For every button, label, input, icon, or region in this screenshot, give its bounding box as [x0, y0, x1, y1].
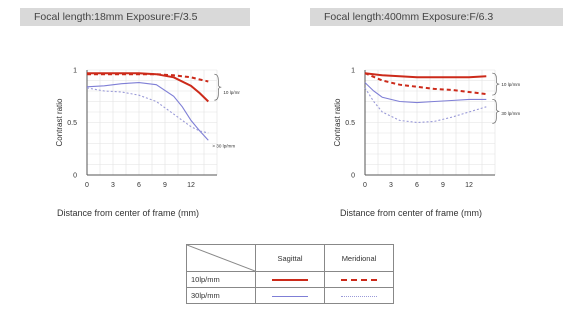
- series-line-1: [87, 72, 209, 103]
- legend-header-meridional: Meridional: [324, 244, 394, 272]
- mtf-chart-left: 0 3 6 9 12 0 0.5 1 Contrast ratio 10 lp/mm > 30 lp…: [55, 68, 240, 190]
- brace-30lp: [492, 99, 500, 124]
- x-axis-label-right: Distance from center of frame (mm): [340, 208, 483, 218]
- brace-10lp: [492, 72, 500, 96]
- y-tick-label: 0: [351, 173, 355, 180]
- x-tick-label: 9: [441, 182, 445, 189]
- y-axis-label: Contrast ratio: [333, 98, 342, 147]
- chart-title-right: Focal length:400mm Exposure:F/6.3: [310, 8, 563, 26]
- x-tick-label: 12: [465, 182, 473, 189]
- chart-title-left: Focal length:18mm Exposure:F/3.5: [20, 8, 250, 26]
- legend-swatch-30lp-meridional: [324, 287, 394, 304]
- series-line-3: [86, 82, 209, 141]
- series-line-3: [364, 82, 487, 104]
- series-line-4: [86, 87, 209, 134]
- x-tick-label: 0: [363, 182, 367, 189]
- x-tick-label: 9: [163, 182, 167, 189]
- legend-corner-cell: [186, 244, 256, 272]
- annotation-10lp: 10 lp/mm: [501, 82, 520, 87]
- legend-swatch-30lp-sagittal: [255, 287, 325, 304]
- y-axis-label: Contrast ratio: [55, 98, 64, 147]
- y-tick-label: 1: [73, 68, 77, 75]
- legend-row-label-10lp: 10lp/mm: [186, 271, 256, 288]
- series-line-2: [364, 72, 487, 96]
- x-axis-label-left: Distance from center of frame (mm): [57, 208, 200, 218]
- annotation-30lp: 30 lp/mm: [501, 111, 520, 116]
- y-tick-label: 0.5: [345, 120, 355, 127]
- mtf-chart-right: 0 3 6 9 12 0 0.5 1 Contrast ratio 10 lp/mm 30 lp/m…: [333, 68, 520, 190]
- annotation-10lp: 10 lp/mm: [223, 90, 240, 95]
- x-tick-label: 3: [389, 182, 393, 189]
- y-tick-label: 0.5: [67, 120, 77, 127]
- annotation-30lp: > 30 lp/mm: [212, 144, 235, 149]
- legend-row-label-30lp: 30lp/mm: [186, 287, 256, 304]
- legend-table: Sagittal Meridional 10lp/mm 30lp/mm: [186, 244, 394, 304]
- y-tick-label: 1: [351, 68, 355, 75]
- x-tick-label: 6: [415, 182, 419, 189]
- x-tick-label: 0: [85, 182, 89, 189]
- series-line-1: [364, 72, 487, 79]
- series-line-2: [87, 73, 209, 83]
- x-tick-label: 3: [111, 182, 115, 189]
- x-tick-label: 12: [187, 182, 195, 189]
- legend-swatch-10lp-meridional: [324, 271, 394, 288]
- series-line-4: [364, 87, 487, 124]
- brace-10lp: [214, 73, 222, 101]
- y-tick-label: 0: [73, 173, 77, 180]
- x-tick-label: 6: [137, 182, 141, 189]
- legend-header-sagittal: Sagittal: [255, 244, 325, 272]
- legend-swatch-10lp-sagittal: [255, 271, 325, 288]
